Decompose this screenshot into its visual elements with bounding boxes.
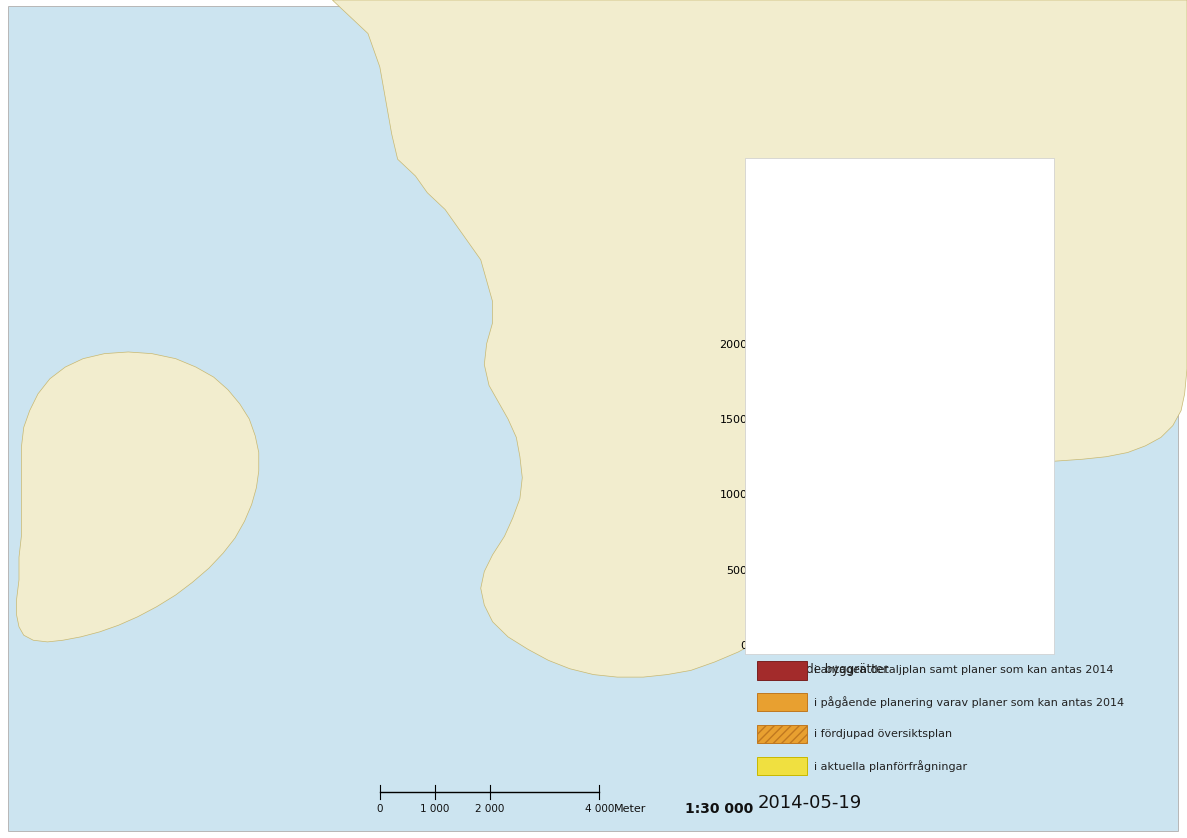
- Text: i fördjupad översiktsplan: i fördjupad översiktsplan: [814, 729, 952, 739]
- Text: 1 000: 1 000: [420, 804, 450, 815]
- Bar: [964, 532, 1010, 645]
- Bar: [780, 430, 826, 502]
- Text: 2014-05-19: 2014-05-19: [757, 794, 862, 812]
- Text: 2 000: 2 000: [475, 804, 504, 815]
- Text: Beräknade byggrätter: Beräknade byggrätter: [757, 664, 889, 676]
- Polygon shape: [332, 0, 1187, 677]
- Bar: [780, 502, 826, 645]
- Text: 0: 0: [376, 804, 383, 815]
- Text: i aktuella planförfrågningar: i aktuella planförfrågningar: [814, 760, 967, 772]
- Text: Meter: Meter: [614, 804, 646, 814]
- Text: i antagen detaljplan samt planer som kan antas 2014: i antagen detaljplan samt planer som kan…: [814, 665, 1113, 675]
- Bar: [872, 446, 918, 645]
- Bar: [964, 458, 1010, 532]
- Text: 1:30 000: 1:30 000: [685, 802, 753, 816]
- Polygon shape: [821, 457, 1007, 572]
- Polygon shape: [17, 352, 259, 642]
- Text: i pågående planering varav planer som kan antas 2014: i pågående planering varav planer som ka…: [814, 696, 1124, 708]
- Text: 4 000: 4 000: [585, 804, 614, 815]
- Bar: [872, 377, 918, 446]
